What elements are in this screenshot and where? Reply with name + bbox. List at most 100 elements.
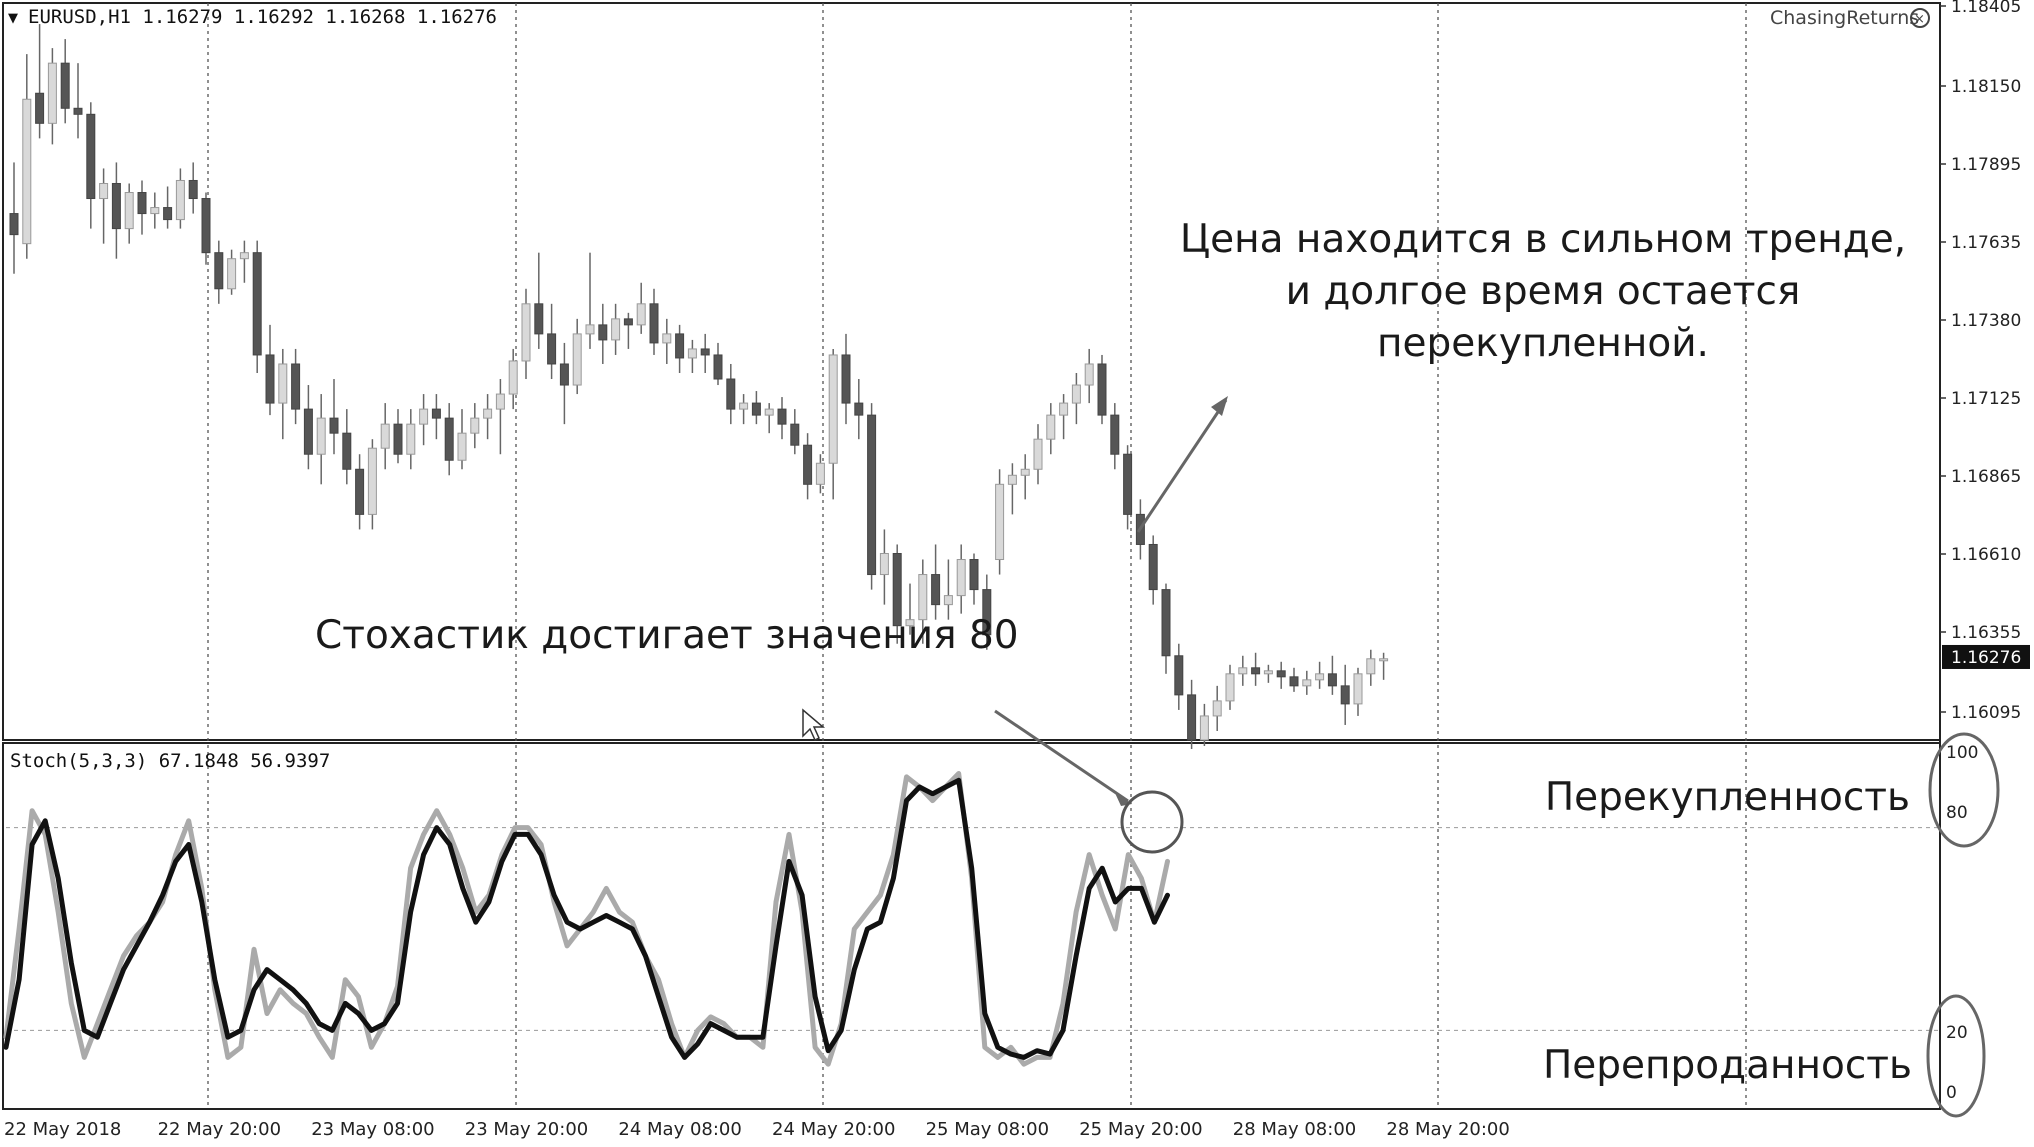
candle (611, 303, 621, 355)
candle (572, 318, 582, 395)
candle-body-bull (1071, 384, 1081, 404)
candle-body-bull (1084, 363, 1094, 386)
candle (739, 394, 749, 425)
candle-body-bear (355, 468, 365, 515)
candle-body-bear (291, 363, 301, 410)
stoch-tick-label: 20 (1946, 1023, 1968, 1043)
candle (508, 348, 518, 410)
candle (188, 162, 198, 214)
candle-body-bull (1238, 667, 1248, 675)
candle-body-bull (905, 619, 915, 627)
candle (1110, 403, 1120, 470)
candle-body-bear (252, 252, 262, 356)
candle-body-bear (790, 423, 800, 446)
candle-body-bear (265, 354, 275, 404)
candle (393, 409, 403, 464)
candle-body-bear (867, 414, 877, 576)
header-triangle-icon: ▼ (8, 11, 18, 26)
candle (1315, 661, 1325, 689)
candle-body-bull (828, 354, 838, 464)
candle (1084, 348, 1094, 404)
candle (99, 168, 109, 244)
candle (150, 192, 160, 229)
candle (1366, 649, 1376, 686)
candle (252, 240, 262, 374)
svg-text:и долгое время остается: и долгое время остается (1286, 269, 1801, 314)
candle (547, 303, 557, 380)
arrow-trend (1136, 399, 1228, 533)
candle (867, 403, 877, 590)
candle-body-bear (700, 348, 710, 356)
candle (675, 324, 685, 374)
stoch-tick-label: 100 (1946, 743, 1978, 763)
candle-body-bear (431, 408, 441, 419)
candle-body-bear (9, 213, 19, 236)
candle-body-bull (995, 483, 1005, 561)
candle-body-bear (534, 303, 544, 335)
highlight-20-ellipse (1926, 994, 1986, 1118)
candle-body-bear (892, 552, 902, 627)
candle-body-bull (585, 324, 595, 335)
last-price-label: 1.16276 (1951, 648, 2021, 668)
candle-body-bear (111, 182, 121, 230)
time-tick-label: 25 May 08:00 (926, 1119, 1049, 1140)
candle-body-bull (636, 303, 646, 326)
candle (201, 192, 211, 265)
candle-body-bear (73, 107, 83, 115)
candle (47, 48, 57, 145)
candle (367, 439, 377, 530)
annotation-oversold: Перепроданность (1543, 1043, 1912, 1088)
candle (175, 168, 185, 229)
candle-body-bull (470, 417, 480, 434)
stochastic-lines (3, 771, 1170, 1067)
close-x: × (1914, 12, 1925, 27)
close-icon[interactable] (1910, 8, 1930, 28)
candle (777, 397, 787, 440)
candle (483, 394, 493, 440)
price-tick-label: 1.18150 (1951, 77, 2021, 97)
arrow-stoch (994, 709, 1129, 803)
candle-body-bear (60, 62, 70, 109)
candle (495, 379, 505, 455)
candle (1276, 661, 1286, 689)
candle (1302, 670, 1312, 695)
candle-body-bull (495, 393, 505, 410)
watermark-logo: ChasingReturns (1770, 7, 1919, 29)
candle (1238, 655, 1248, 686)
candle (1148, 535, 1158, 605)
candle (1033, 424, 1043, 485)
candle-body-bear (1110, 414, 1120, 455)
candle-body-bull (943, 595, 953, 606)
candle-body-bull (483, 408, 493, 419)
candle (124, 183, 134, 244)
candle-body-bear (1123, 453, 1133, 515)
candle-body-bear (841, 354, 851, 404)
time-tick-label: 28 May 08:00 (1233, 1119, 1356, 1140)
candle (841, 333, 851, 425)
candle (623, 312, 633, 349)
candle (918, 559, 928, 644)
time-tick-label: 22 May 2018 (4, 1119, 121, 1140)
candle-body-bear (342, 432, 352, 470)
candle-body-bear (188, 179, 198, 200)
candle-body-bear (1174, 655, 1184, 696)
time-tick-label: 22 May 20:00 (158, 1119, 281, 1140)
candle (790, 409, 800, 455)
candle-body-bull (419, 408, 429, 425)
candle (764, 403, 774, 434)
candle-body-bear (1097, 363, 1107, 416)
candle-body-bear (35, 92, 45, 124)
stoch-tick-label: 0 (1946, 1083, 1957, 1103)
candle (137, 180, 147, 235)
candle-body-bull (879, 552, 889, 576)
price-tick-label: 1.18405 (1951, 0, 2021, 17)
candle (22, 54, 32, 259)
candle-body-bear (982, 589, 992, 636)
candle-body-bull (572, 333, 582, 386)
candle-body-bull (380, 423, 390, 449)
candle (956, 544, 966, 614)
candle-body-bull (1199, 715, 1209, 741)
candle (1161, 583, 1171, 674)
